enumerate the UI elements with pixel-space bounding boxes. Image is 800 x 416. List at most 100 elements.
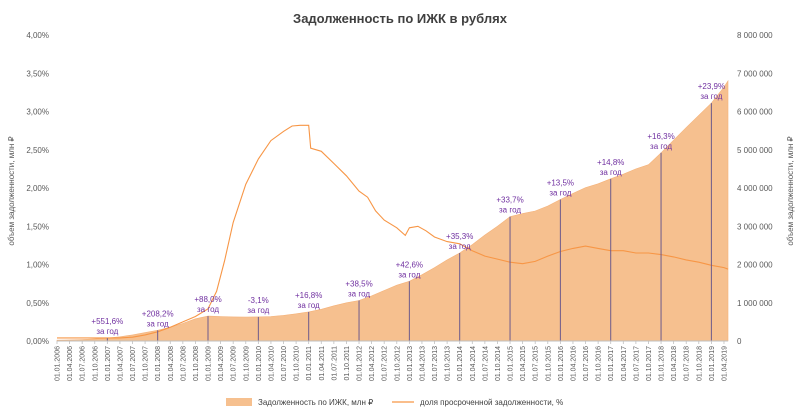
y-left-tick-8: 4,00% [26,31,49,40]
annotation-period-9: за год [549,188,571,197]
annotation-change-3: -3,1% [248,296,269,305]
annotation-change-5: +38,5% [345,279,372,288]
y-left-tick-2: 1,00% [26,261,49,270]
y-right-tick-8: 8 000 000 [737,31,773,40]
y-right-tick-7: 7 000 000 [737,69,773,78]
annotation-change-4: +16,8% [295,291,322,300]
x-tick-33: 01.04.2014 [470,346,477,381]
annotations-group: +551,6%за год+208,2%за год+88,0%за год-3… [91,82,725,341]
annotation-period-10: за год [600,168,622,177]
x-tick-37: 01.04.2015 [520,346,527,381]
annotation-change-0: +551,6% [91,317,123,326]
y-left-tick-1: 0,50% [26,299,49,308]
y-right-label: объем задолженности, млн ₽ [786,136,795,245]
x-tick-25: 01.04.2012 [369,346,376,381]
annotation-period-3: за год [247,306,269,315]
annotation-period-6: за год [398,270,420,279]
x-tick-35: 01.10.2014 [495,346,502,381]
x-tick-49: 01.04.2018 [671,346,678,381]
annotation-period-12: за год [700,92,722,101]
x-tick-19: 01.10.2010 [294,346,301,381]
annotation-period-1: за год [147,319,169,328]
x-tick-22: 01.07.2011 [331,346,338,381]
annotation-change-9: +13,5% [547,178,574,187]
x-tick-0: 01.01.2006 [55,346,62,381]
x-tick-24: 01.01.2012 [357,346,364,381]
annotation-change-7: +35,3% [446,232,473,241]
y-right-tick-3: 3 000 000 [737,222,773,231]
x-tick-23: 01.10.2011 [344,346,351,381]
x-tick-31: 01.10.2013 [445,346,452,381]
x-tick-46: 01.07.2017 [633,346,640,381]
x-tick-18: 01.07.2010 [281,346,288,381]
y-left-tick-7: 3,50% [26,69,49,78]
annotation-period-2: за год [197,305,219,314]
x-tick-5: 01.04.2007 [117,346,124,381]
x-tick-38: 01.07.2015 [533,346,540,381]
chart-title: Задолженность по ИЖК в рублях [293,11,508,26]
y-right-tick-6: 6 000 000 [737,108,773,117]
y-left-tick-5: 2,50% [26,146,49,155]
x-tick-27: 01.10.2012 [394,346,401,381]
x-tick-12: 01.01.2009 [206,346,213,381]
x-tick-44: 01.01.2017 [608,346,615,381]
annotation-change-8: +33,7% [496,196,523,205]
annotation-period-11: за год [650,142,672,151]
legend-swatch-area [226,398,252,406]
axes-group: 0,00% 0,50% 1,00% 1,50% 2,00% 2,50% 3,00% 3,50%… [26,31,773,381]
area-series-group [56,79,729,342]
y-right-tick-1: 1 000 000 [737,299,773,308]
x-tick-6: 01.07.2007 [130,346,137,381]
annotation-change-6: +42,6% [396,260,423,269]
x-tick-3: 01.10.2006 [92,346,99,381]
y-left-tick-0: 0,00% [26,337,49,346]
x-tick-42: 01.07.2016 [583,346,590,381]
x-tick-17: 01.04.2010 [268,346,275,381]
x-tick-32: 01.01.2014 [457,346,464,381]
y-right-tick-4: 4 000 000 [737,184,773,193]
x-tick-45: 01.04.2017 [621,346,628,381]
annotation-period-8: за год [499,206,521,215]
annotation-period-0: за год [96,327,118,336]
x-tick-29: 01.04.2013 [419,346,426,381]
annotation-change-10: +14,8% [597,158,624,167]
x-tick-50: 01.07.2018 [684,346,691,381]
x-tick-30: 01.07.2013 [432,346,439,381]
area-series-debt [56,79,729,342]
x-tick-1: 01.04.2006 [67,346,74,381]
x-tick-51: 01.10.2018 [696,346,703,381]
y-right-tick-0: 0 [737,337,742,346]
y-left-tick-3: 1,50% [26,222,49,231]
x-tick-41: 01.04.2016 [571,346,578,381]
x-tick-39: 01.10.2015 [545,346,552,381]
y-right-tick-5: 5 000 000 [737,146,773,155]
annotation-period-4: за год [298,301,320,310]
x-tick-16: 01.01.2010 [256,346,263,381]
x-tick-13: 01.04.2009 [218,346,225,381]
x-tick-15: 01.10.2009 [243,346,250,381]
x-tick-36: 01.01.2015 [508,346,515,381]
annotation-period-7: за год [449,242,471,251]
x-tick-20: 01.01.2011 [306,346,313,381]
x-tick-53: 01.04.2019 [722,346,729,381]
annotation-period-5: за год [348,289,370,298]
annotation-change-11: +16,3% [647,132,674,141]
legend: Задолженность по ИЖК, млн ₽ доля просроче… [226,398,563,407]
x-tick-26: 01.07.2012 [382,346,389,381]
x-tick-4: 01.01.2007 [105,346,112,381]
x-tick-2: 01.07.2006 [80,346,87,381]
x-tick-8: 01.01.2008 [155,346,162,381]
annotation-change-1: +208,2% [142,309,174,318]
x-tick-47: 01.10.2017 [646,346,653,381]
x-tick-21: 01.04.2011 [319,346,326,381]
x-tick-40: 01.01.2016 [558,346,565,381]
y-left-label: объем задолженности, млн ₽ [7,136,16,245]
x-tick-52: 01.01.2019 [709,346,716,381]
x-tick-11: 01.10.2008 [193,346,200,381]
x-tick-14: 01.07.2009 [231,346,238,381]
legend-label-line: доля просроченной задолженности, % [420,398,563,407]
x-tick-10: 01.07.2008 [180,346,187,381]
x-tick-48: 01.01.2018 [659,346,666,381]
